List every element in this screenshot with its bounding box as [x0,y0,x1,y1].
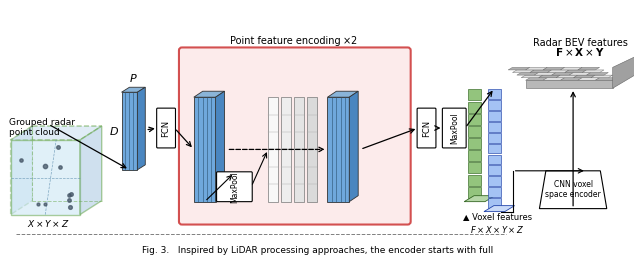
FancyBboxPatch shape [179,48,411,225]
FancyBboxPatch shape [216,172,252,202]
Bar [468,89,481,100]
Polygon shape [543,78,564,80]
Bar [488,154,501,164]
Polygon shape [349,91,358,202]
Bar [488,122,501,132]
Polygon shape [216,91,225,202]
Polygon shape [552,73,573,75]
Text: $\times$2: $\times$2 [342,35,357,46]
Bar [294,97,304,202]
Text: $\mathbf{F}\times\mathbf{X}\times\mathbf{Y}$: $\mathbf{F}\times\mathbf{X}\times\mathbf… [555,46,605,58]
Polygon shape [513,70,534,73]
Polygon shape [122,92,138,170]
Bar [468,138,481,149]
Bar [488,133,501,143]
Bar [281,97,291,202]
Bar [488,198,501,208]
Bar [307,97,317,202]
Polygon shape [534,73,556,75]
Polygon shape [80,126,102,215]
Polygon shape [543,67,564,70]
Polygon shape [595,78,617,80]
FancyBboxPatch shape [157,108,175,148]
Polygon shape [464,196,495,202]
Bar [525,80,612,88]
Polygon shape [11,126,33,215]
Text: FCN: FCN [161,119,171,137]
Polygon shape [530,70,552,73]
Bar [468,114,481,125]
Polygon shape [194,91,225,97]
Polygon shape [569,73,591,75]
Text: MaxPool: MaxPool [450,112,459,144]
Text: ▲ Voxel features: ▲ Voxel features [463,212,532,221]
Polygon shape [521,75,543,78]
Bar [488,111,501,121]
Bar [488,100,501,110]
Polygon shape [540,171,607,209]
Text: MaxPool: MaxPool [230,171,239,202]
Bar [488,166,501,175]
Polygon shape [328,91,358,97]
Bar [268,97,278,202]
Text: FCN: FCN [422,119,431,137]
Polygon shape [517,73,539,75]
Polygon shape [591,75,612,78]
Bar [468,126,481,137]
Bar [468,187,481,198]
Bar [468,150,481,161]
Polygon shape [573,75,595,78]
Polygon shape [561,67,582,70]
Polygon shape [547,70,569,73]
Polygon shape [194,97,216,202]
Text: $X \times Y \times Z$: $X \times Y \times Z$ [27,218,70,229]
Bar [488,89,501,99]
Text: $D$: $D$ [109,125,118,137]
Polygon shape [564,70,587,73]
Polygon shape [11,140,80,215]
Bar [488,176,501,186]
Bar [488,187,501,197]
Text: $P$: $P$ [129,72,138,84]
Text: Radar BEV features: Radar BEV features [532,38,627,48]
Bar [468,102,481,113]
Polygon shape [587,73,609,75]
Polygon shape [122,87,145,92]
Polygon shape [525,78,547,80]
Polygon shape [525,67,547,70]
Polygon shape [556,75,578,78]
Polygon shape [11,126,102,140]
Polygon shape [578,78,600,80]
Text: Point feature encoding: Point feature encoding [230,36,340,46]
FancyBboxPatch shape [442,108,466,148]
Polygon shape [578,67,600,70]
FancyBboxPatch shape [417,108,436,148]
Polygon shape [582,70,604,73]
Bar [468,174,481,185]
Polygon shape [561,78,582,80]
Text: Fig. 3.   Inspired by LiDAR processing approaches, the encoder starts with full: Fig. 3. Inspired by LiDAR processing app… [142,247,493,255]
Text: CNN voxel
space encoder: CNN voxel space encoder [545,180,601,200]
Text: $F\times X\times Y\times Z$: $F\times X\times Y\times Z$ [470,224,525,235]
Text: Grouped radar
point cloud: Grouped radar point cloud [8,118,75,137]
Polygon shape [138,87,145,170]
Polygon shape [539,75,561,78]
Bar [488,144,501,153]
Polygon shape [612,57,634,88]
Polygon shape [484,206,515,212]
Polygon shape [508,67,530,70]
Polygon shape [328,97,349,202]
Bar [468,162,481,173]
